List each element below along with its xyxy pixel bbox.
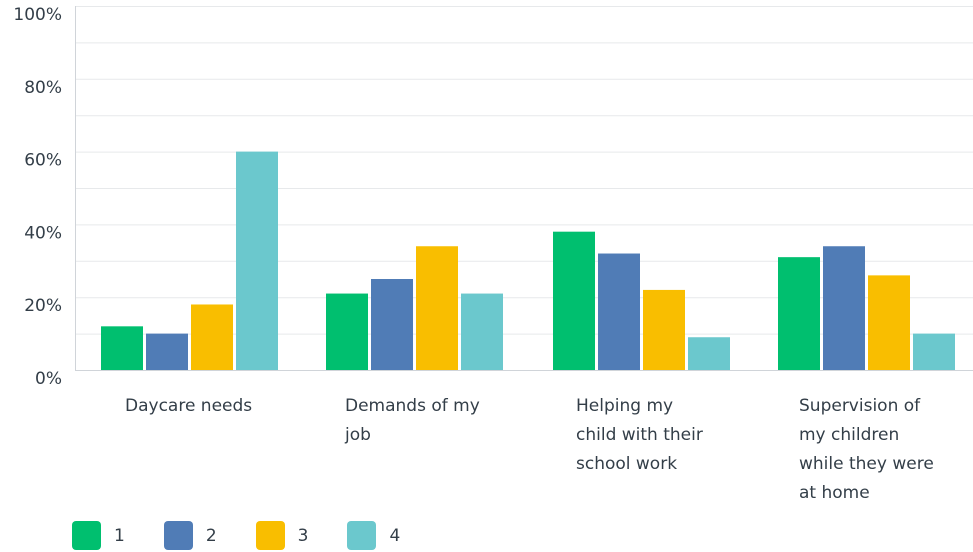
category-label: Daycare needs [125, 396, 253, 416]
bar-series-4 [236, 151, 278, 370]
legend-swatch [163, 521, 193, 550]
legend-label: 2 [205, 525, 217, 546]
legend-swatch [347, 521, 377, 550]
bar-series-3 [643, 289, 685, 370]
y-tick-label: 80% [24, 78, 62, 98]
legend-label: 4 [389, 525, 401, 546]
bar-series-1 [778, 257, 820, 370]
legend: 1 2 3 4 [72, 521, 439, 550]
bar-series-1 [326, 293, 368, 370]
legend-item: 1 [72, 521, 125, 550]
bar-series-2 [823, 246, 865, 370]
bar-series-2 [371, 279, 413, 370]
legend-item: 4 [347, 521, 400, 550]
bar-series-4 [688, 337, 730, 370]
bar-series-3 [868, 275, 910, 370]
legend-label: 3 [297, 525, 309, 546]
legend-item: 2 [163, 521, 217, 550]
legend-swatch [72, 521, 101, 550]
legend-item: 3 [255, 521, 309, 550]
gridlines [75, 6, 973, 335]
legend-swatch [255, 521, 285, 550]
category-label: Helping my child with their school work [576, 396, 703, 474]
bar-series-1 [101, 326, 143, 370]
bar-series-4 [461, 293, 503, 370]
y-tick-label: 0% [35, 369, 62, 389]
category-label: Demands of my job [345, 396, 480, 445]
bar-series-3 [416, 246, 458, 370]
bar-series-4 [913, 333, 955, 370]
bars [101, 151, 955, 370]
y-axis-labels: 0% 20% 40% 60% 80% 100% [13, 5, 62, 389]
y-tick-label: 40% [24, 223, 62, 243]
bar-series-1 [553, 231, 595, 370]
y-tick-label: 60% [24, 151, 62, 171]
category-label: Supervision of my children while they we… [799, 396, 934, 503]
bar-series-2 [146, 333, 188, 370]
bar-series-3 [191, 304, 233, 370]
legend-label: 1 [114, 525, 125, 546]
bar-series-2 [598, 253, 640, 370]
y-tick-label: 20% [24, 296, 62, 316]
y-tick-label: 100% [13, 5, 62, 25]
